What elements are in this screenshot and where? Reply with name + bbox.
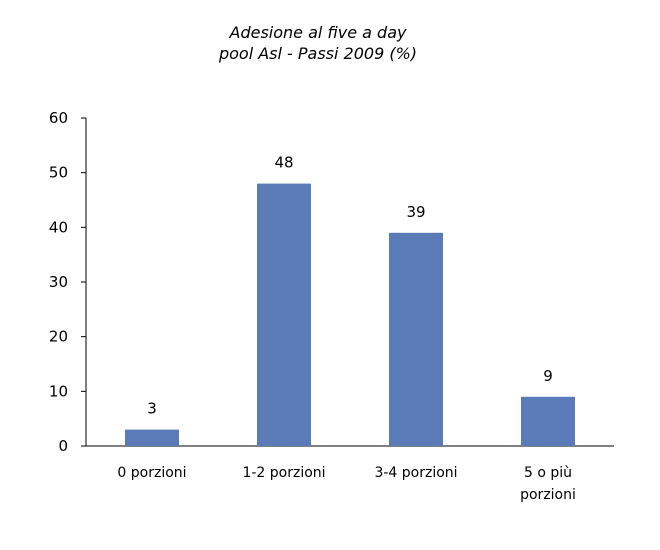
y-tick-label: 50 [49, 164, 68, 182]
x-axis: 0 porzioni 1-2 porzioni 3-4 porzioni 5 o pi… [86, 445, 614, 503]
y-tick-label: 60 [49, 109, 68, 127]
chart-title: Adesione al five a day pool Asl - Passi … [0, 22, 636, 64]
x-category-label: 3-4 porzioni [374, 465, 457, 481]
bar-value-label: 9 [543, 367, 553, 385]
y-tick-label: 30 [49, 273, 68, 291]
bar-value-label: 48 [274, 154, 293, 172]
chart-title-line-1: Adesione al five a day [229, 23, 407, 42]
x-category-label: 0 porzioni [117, 465, 186, 481]
bar [125, 429, 179, 446]
bar-value-label: 39 [406, 203, 425, 221]
y-tick-label: 20 [49, 328, 68, 346]
chart-subtitle: pool Asl - Passi 2009 (%) [218, 44, 418, 63]
bar [389, 232, 443, 446]
x-category-label: 5 o più [524, 465, 572, 481]
data-labels: 3 48 39 9 [147, 154, 553, 418]
bar [521, 396, 575, 446]
x-category-label: 1-2 porzioni [242, 465, 325, 481]
x-category-label: porzioni [520, 487, 576, 503]
y-axis: 0 10 20 30 40 50 60 [49, 109, 87, 455]
bar-value-label: 3 [147, 400, 157, 418]
y-tick-label: 40 [49, 218, 68, 236]
y-tick-label: 0 [58, 437, 68, 455]
y-tick-label: 10 [49, 382, 68, 400]
bars [125, 183, 575, 446]
bar [257, 183, 311, 446]
